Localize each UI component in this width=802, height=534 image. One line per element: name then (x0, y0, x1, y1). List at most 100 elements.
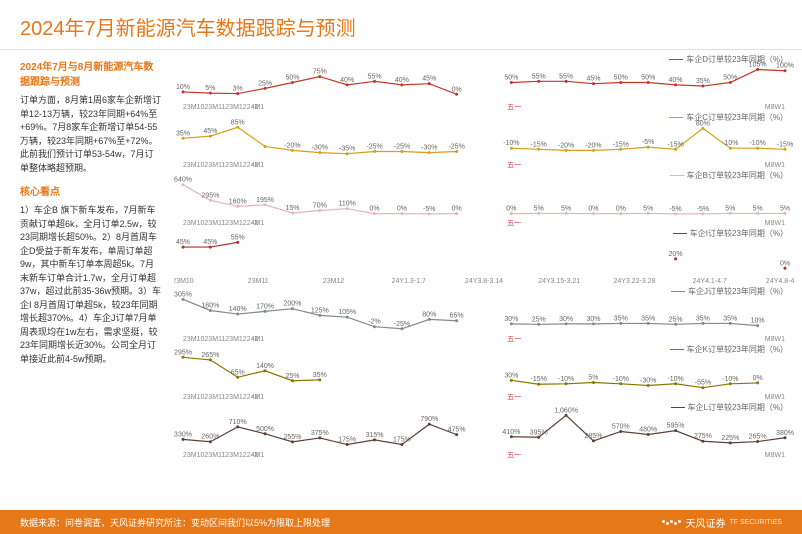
svg-text:-5%: -5% (669, 206, 681, 213)
svg-text:45%: 45% (586, 76, 600, 83)
sidebar-para2: 1）车企B 旗下新车发布，7月新车贡献订单超6k，全月订单2.5w，较23同期增… (20, 204, 162, 366)
svg-text:五一: 五一 (507, 219, 521, 227)
svg-text:45%: 45% (176, 239, 190, 246)
svg-text:-30%: -30% (640, 378, 656, 385)
svg-text:M8W1: M8W1 (765, 336, 785, 343)
svg-text:315%: 315% (366, 432, 384, 439)
svg-text:595%: 595% (667, 423, 685, 430)
chart-i: 车企I订单较23年同期（%） 45%45%55%20%0% 23M1023M11… (174, 228, 794, 285)
svg-text:-2%: -2% (368, 319, 380, 326)
svg-text:24Y3.22-3.28: 24Y3.22-3.28 (613, 278, 655, 285)
svg-text:110%: 110% (338, 201, 355, 208)
brand-en: TF SECURITIES (729, 519, 782, 526)
svg-text:45%: 45% (203, 128, 217, 135)
chart-d-legend: 车企D订单较23年同期（%） (669, 54, 788, 65)
svg-text:305%: 305% (174, 291, 192, 298)
svg-text:M8W1: M8W1 (765, 220, 785, 227)
sidebar-core-title: 核心看点 (20, 185, 162, 200)
svg-text:-20%: -20% (585, 142, 601, 149)
svg-text:50%: 50% (723, 75, 737, 82)
svg-text:-15%: -15% (613, 141, 629, 148)
svg-text:-10%: -10% (722, 140, 738, 147)
svg-text:23M11: 23M11 (248, 278, 269, 285)
svg-text:35%: 35% (313, 372, 327, 379)
footer-source: 数据来源：问卷调查，天风证券研究所注：变动区间我们以5%为限取上限处理 (20, 516, 330, 529)
svg-text:-15%: -15% (531, 141, 547, 148)
svg-text:五一: 五一 (507, 451, 521, 459)
svg-text:55%: 55% (231, 234, 245, 241)
svg-text:-25%: -25% (394, 321, 410, 328)
svg-text:-5%: -5% (697, 206, 709, 213)
svg-text:195%: 195% (256, 197, 274, 204)
svg-text:五一: 五一 (507, 161, 521, 169)
svg-text:160%: 160% (229, 198, 247, 205)
chart-c-legend: 车企C订单较23年同期（%） (669, 112, 788, 123)
chart-c: 车企C订单较23年同期（%） 35%45%85%-20%-30%-35%-25%… (174, 112, 794, 169)
svg-text:24Y3.15-3.21: 24Y3.15-3.21 (538, 278, 580, 285)
svg-text:395%: 395% (530, 429, 548, 436)
charts-container: 车企D订单较23年同期（%） 10%5%3%25%50%75%40%55%40%… (170, 50, 802, 512)
svg-text:65%: 65% (231, 369, 245, 376)
svg-text:-30%: -30% (421, 145, 437, 152)
svg-text:-10%: -10% (558, 376, 574, 383)
svg-text:-2: -2 (252, 394, 258, 401)
svg-text:175%: 175% (338, 437, 356, 444)
svg-text:五一: 五一 (507, 335, 521, 343)
svg-text:5%: 5% (753, 205, 763, 212)
svg-text:0%: 0% (780, 260, 790, 267)
chart-k-legend: 车企K订单较23年同期（%） (670, 344, 788, 355)
svg-text:0%: 0% (397, 206, 407, 213)
svg-text:75%: 75% (313, 69, 327, 76)
svg-text:180%: 180% (201, 302, 219, 309)
svg-text:140%: 140% (229, 306, 247, 313)
svg-text:295%: 295% (174, 349, 192, 356)
sidebar-subtitle: 2024年7月与8月新能源汽车数据跟踪与预测 (20, 60, 162, 90)
svg-text:55%: 55% (532, 73, 546, 80)
chart-i-legend: 车企I订单较23年同期（%） (673, 228, 788, 239)
svg-text:500%: 500% (256, 426, 274, 433)
svg-text:-15%: -15% (531, 376, 547, 383)
svg-text:-10%: -10% (722, 376, 738, 383)
svg-text:105%: 105% (338, 309, 356, 316)
svg-text:10%: 10% (176, 84, 190, 91)
svg-text:5%: 5% (561, 205, 571, 212)
svg-text:80%: 80% (422, 311, 436, 318)
svg-text:0%: 0% (452, 206, 462, 213)
svg-text:30%: 30% (504, 372, 518, 379)
svg-text:65%: 65% (450, 313, 464, 320)
chart-d: 车企D订单较23年同期（%） 10%5%3%25%50%75%40%55%40%… (174, 54, 794, 111)
svg-text:1,060%: 1,060% (554, 407, 578, 414)
svg-text:-2: -2 (252, 452, 258, 459)
svg-text:40%: 40% (669, 77, 683, 84)
chart-l-legend: 车企L订单较23年同期（%） (671, 402, 788, 413)
svg-text:30%: 30% (559, 316, 573, 323)
svg-text:255%: 255% (284, 434, 302, 441)
chart-j: 车企J订单较23年同期（%） 305%180%140%170%200%125%1… (174, 286, 794, 343)
svg-text:-10%: -10% (613, 376, 629, 383)
svg-text:125%: 125% (311, 307, 329, 314)
svg-text:-35%: -35% (339, 146, 355, 153)
svg-text:25%: 25% (669, 316, 683, 323)
svg-text:-30%: -30% (312, 145, 328, 152)
svg-text:475%: 475% (448, 427, 466, 434)
svg-text:375%: 375% (311, 430, 329, 437)
svg-text:275%: 275% (694, 433, 712, 440)
chart-l: 车企L订单较23年同期（%） 330%260%710%500%255%375%1… (174, 402, 794, 459)
svg-text:50%: 50% (614, 75, 628, 82)
svg-text:-55%: -55% (695, 380, 711, 387)
svg-text:5%: 5% (205, 85, 215, 92)
svg-text:24Y1.3-1.7: 24Y1.3-1.7 (392, 278, 426, 285)
svg-text:45%: 45% (422, 76, 436, 83)
svg-text:85%: 85% (231, 119, 245, 126)
svg-text:24Y4.8-4.14: 24Y4.8-4.14 (766, 278, 794, 285)
svg-text:0%: 0% (616, 206, 626, 213)
svg-text:5%: 5% (725, 205, 735, 212)
header: 2024年7月新能源汽车数据跟踪与预测 (0, 0, 802, 50)
svg-text:225%: 225% (721, 435, 739, 442)
svg-text:35%: 35% (614, 315, 628, 322)
svg-text:0%: 0% (506, 206, 516, 213)
svg-text:0%: 0% (588, 206, 598, 213)
svg-text:五一: 五一 (507, 393, 521, 401)
svg-text:-25%: -25% (394, 144, 410, 151)
svg-text:175%: 175% (393, 437, 411, 444)
